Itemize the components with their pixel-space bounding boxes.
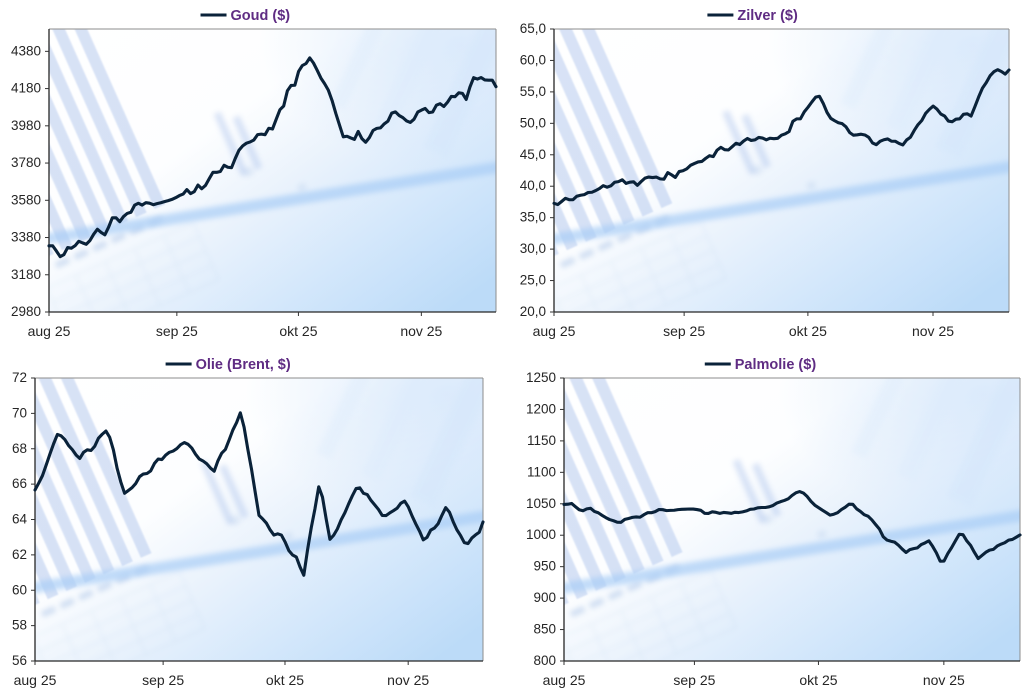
svg-text:20,0: 20,0 — [520, 304, 546, 319]
svg-text:68: 68 — [12, 441, 27, 456]
svg-text:25,0: 25,0 — [520, 273, 546, 288]
svg-text:30,0: 30,0 — [520, 241, 546, 256]
svg-text:3780: 3780 — [11, 155, 41, 170]
svg-text:aug 25: aug 25 — [14, 672, 57, 688]
svg-text:800: 800 — [533, 653, 556, 668]
svg-text:sep 25: sep 25 — [156, 323, 198, 339]
svg-text:1000: 1000 — [526, 527, 556, 542]
svg-text:900: 900 — [533, 590, 556, 605]
svg-text:45,0: 45,0 — [520, 147, 546, 162]
svg-text:50,0: 50,0 — [520, 115, 546, 130]
svg-text:3580: 3580 — [11, 192, 41, 207]
svg-text:58: 58 — [12, 618, 27, 633]
svg-text:35,0: 35,0 — [520, 210, 546, 225]
svg-text:nov 25: nov 25 — [387, 672, 429, 688]
svg-text:1200: 1200 — [526, 401, 556, 416]
svg-text:70: 70 — [12, 405, 27, 420]
svg-text:64: 64 — [12, 512, 28, 527]
svg-text:sep 25: sep 25 — [673, 672, 715, 688]
svg-text:1250: 1250 — [526, 370, 556, 385]
svg-text:3380: 3380 — [11, 230, 41, 245]
svg-text:sep 25: sep 25 — [663, 323, 705, 339]
svg-text:55,0: 55,0 — [520, 84, 546, 99]
svg-text:aug 25: aug 25 — [28, 323, 71, 339]
svg-text:1100: 1100 — [527, 464, 556, 479]
svg-text:okt 25: okt 25 — [799, 672, 837, 688]
svg-text:66: 66 — [12, 476, 27, 491]
svg-text:2980: 2980 — [11, 304, 41, 319]
svg-text:1150: 1150 — [527, 433, 556, 448]
svg-text:Palmolie ($): Palmolie ($) — [735, 357, 817, 373]
svg-text:950: 950 — [533, 559, 556, 574]
svg-text:62: 62 — [12, 547, 27, 562]
svg-text:Olie (Brent, $): Olie (Brent, $) — [196, 357, 291, 373]
svg-text:aug 25: aug 25 — [543, 672, 586, 688]
svg-text:3180: 3180 — [11, 267, 41, 282]
svg-text:1050: 1050 — [526, 496, 556, 511]
svg-text:okt 25: okt 25 — [279, 323, 317, 339]
svg-text:60,0: 60,0 — [520, 52, 546, 67]
svg-text:3980: 3980 — [11, 118, 41, 133]
svg-text:72: 72 — [12, 370, 27, 385]
svg-text:56: 56 — [12, 653, 27, 668]
svg-text:40,0: 40,0 — [520, 178, 546, 193]
svg-text:nov 25: nov 25 — [400, 323, 442, 339]
svg-text:850: 850 — [533, 622, 556, 637]
svg-text:okt 25: okt 25 — [266, 672, 304, 688]
svg-text:nov 25: nov 25 — [912, 323, 954, 339]
svg-text:sep 25: sep 25 — [142, 672, 184, 688]
svg-text:Zilver ($): Zilver ($) — [737, 8, 798, 24]
svg-text:4380: 4380 — [11, 43, 41, 58]
svg-text:60: 60 — [12, 582, 27, 597]
svg-text:4180: 4180 — [11, 81, 41, 96]
svg-text:nov 25: nov 25 — [923, 672, 965, 688]
svg-text:65,0: 65,0 — [520, 21, 546, 36]
svg-text:Goud ($): Goud ($) — [231, 8, 291, 24]
svg-text:okt 25: okt 25 — [789, 323, 827, 339]
svg-text:aug 25: aug 25 — [533, 323, 576, 339]
